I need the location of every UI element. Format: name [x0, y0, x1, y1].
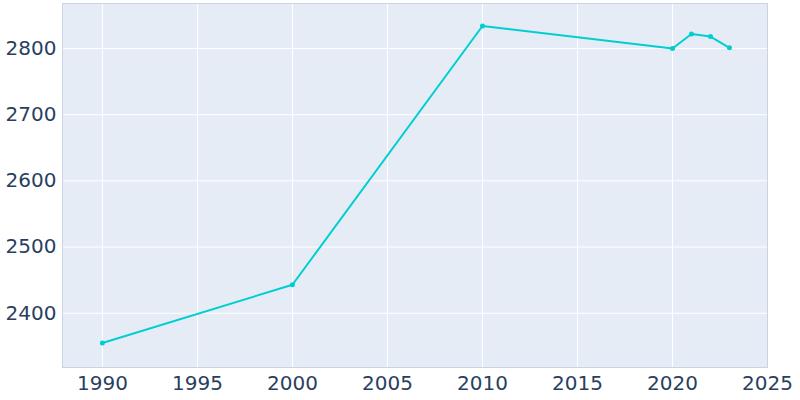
- svg-text:2500: 2500: [6, 234, 57, 258]
- svg-text:1995: 1995: [172, 371, 223, 395]
- svg-text:2600: 2600: [6, 168, 57, 192]
- svg-text:2800: 2800: [6, 36, 57, 60]
- svg-text:2020: 2020: [647, 371, 698, 395]
- svg-text:2025: 2025: [742, 371, 793, 395]
- svg-text:2700: 2700: [6, 102, 57, 126]
- svg-text:2015: 2015: [552, 371, 603, 395]
- svg-text:2005: 2005: [362, 371, 413, 395]
- svg-text:1990: 1990: [77, 371, 128, 395]
- svg-text:2010: 2010: [457, 371, 508, 395]
- svg-text:2400: 2400: [6, 301, 57, 325]
- svg-text:2000: 2000: [267, 371, 318, 395]
